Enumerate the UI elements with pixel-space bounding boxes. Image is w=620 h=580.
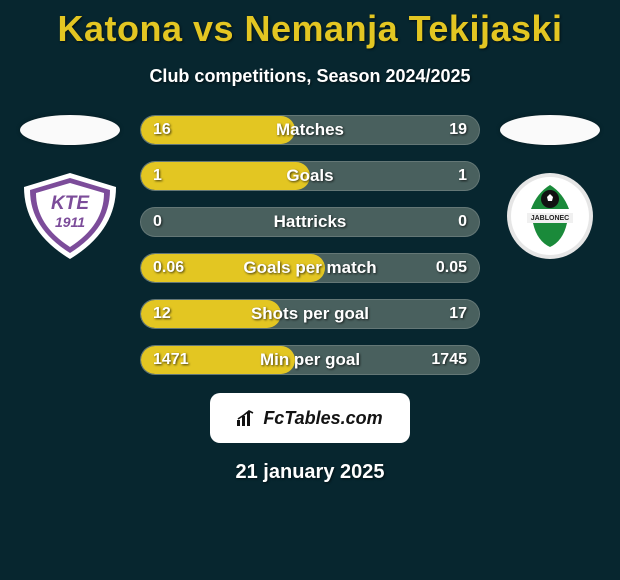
chart-icon: [237, 410, 257, 426]
crest-text-right: JABLONEC: [531, 215, 570, 222]
right-side: JABLONEC: [500, 115, 600, 259]
stat-bar: 00Hattricks: [140, 207, 480, 237]
date-text: 21 january 2025: [236, 461, 385, 484]
left-side: KTE 1911: [20, 115, 120, 259]
crest-text-bottom: 1911: [55, 214, 85, 230]
stat-label: Shots per goal: [141, 300, 479, 328]
stat-label: Goals: [141, 162, 479, 190]
right-team-crest: JABLONEC: [507, 173, 593, 259]
stat-label: Goals per match: [141, 254, 479, 282]
crest-text-top: KTE: [51, 193, 90, 214]
stat-label: Min per goal: [141, 346, 479, 374]
page-title: Katona vs Nemanja Tekijaski: [57, 8, 562, 50]
stat-bar: 1217Shots per goal: [140, 299, 480, 329]
right-flag: [500, 115, 600, 145]
stat-bar: 14711745Min per goal: [140, 345, 480, 375]
stat-label: Matches: [141, 116, 479, 144]
left-flag: [20, 115, 120, 145]
attribution-text: FcTables.com: [263, 408, 382, 429]
stats-bars: 1619Matches 11Goals 00Hattricks 0.060.05Goa…: [140, 115, 480, 375]
left-team-crest: KTE 1911: [20, 173, 120, 259]
subtitle: Club competitions, Season 2024/2025: [149, 66, 470, 87]
stat-bar: 0.060.05Goals per match: [140, 253, 480, 283]
stat-bar: 1619Matches: [140, 115, 480, 145]
stat-bar: 11Goals: [140, 161, 480, 191]
main-content: KTE 1911 1619Matches 11Goals 00Hattricks 0.…: [0, 115, 620, 375]
attribution-badge: FcTables.com: [210, 393, 410, 443]
infographic-container: Katona vs Nemanja Tekijaski Club competi…: [0, 0, 620, 580]
stat-label: Hattricks: [141, 208, 479, 236]
